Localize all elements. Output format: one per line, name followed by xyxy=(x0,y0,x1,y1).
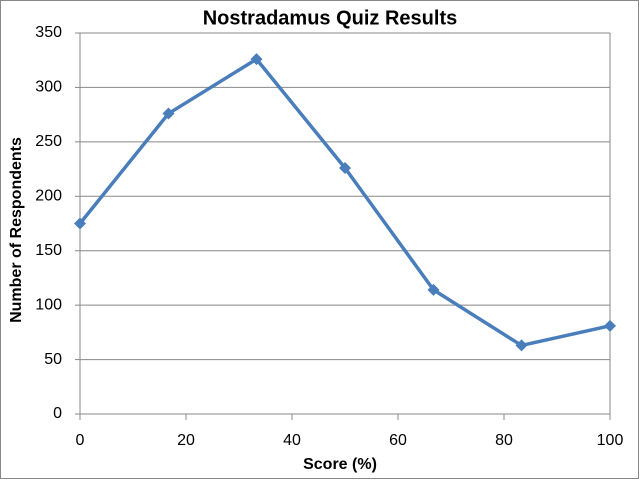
marker xyxy=(162,107,175,120)
x-axis-label: Score (%) xyxy=(303,456,377,473)
y-tick-label: 0 xyxy=(53,405,62,422)
chart-title: Nostradamus Quiz Results xyxy=(203,7,458,29)
y-axis-label: Number of Respondents xyxy=(8,137,25,323)
x-tick-label: 20 xyxy=(177,432,195,449)
marker xyxy=(515,339,528,352)
x-tick-label: 0 xyxy=(76,432,85,449)
y-tick-label: 100 xyxy=(35,296,62,313)
x-tick-label: 40 xyxy=(283,432,301,449)
x-tick-label: 60 xyxy=(389,432,407,449)
marker xyxy=(339,161,351,174)
x-tick-label: 100 xyxy=(597,432,624,449)
y-tick-label: 150 xyxy=(35,242,62,259)
marker xyxy=(250,53,263,66)
marker xyxy=(74,217,86,230)
y-tick-label: 50 xyxy=(44,351,62,368)
y-tick-label: 200 xyxy=(35,188,62,205)
marker xyxy=(427,283,440,296)
y-tick-label: 250 xyxy=(35,133,62,150)
x-tick-label: 80 xyxy=(495,432,513,449)
y-tick-label: 300 xyxy=(35,79,62,96)
y-tick-label: 350 xyxy=(35,24,62,41)
marker xyxy=(604,319,616,332)
